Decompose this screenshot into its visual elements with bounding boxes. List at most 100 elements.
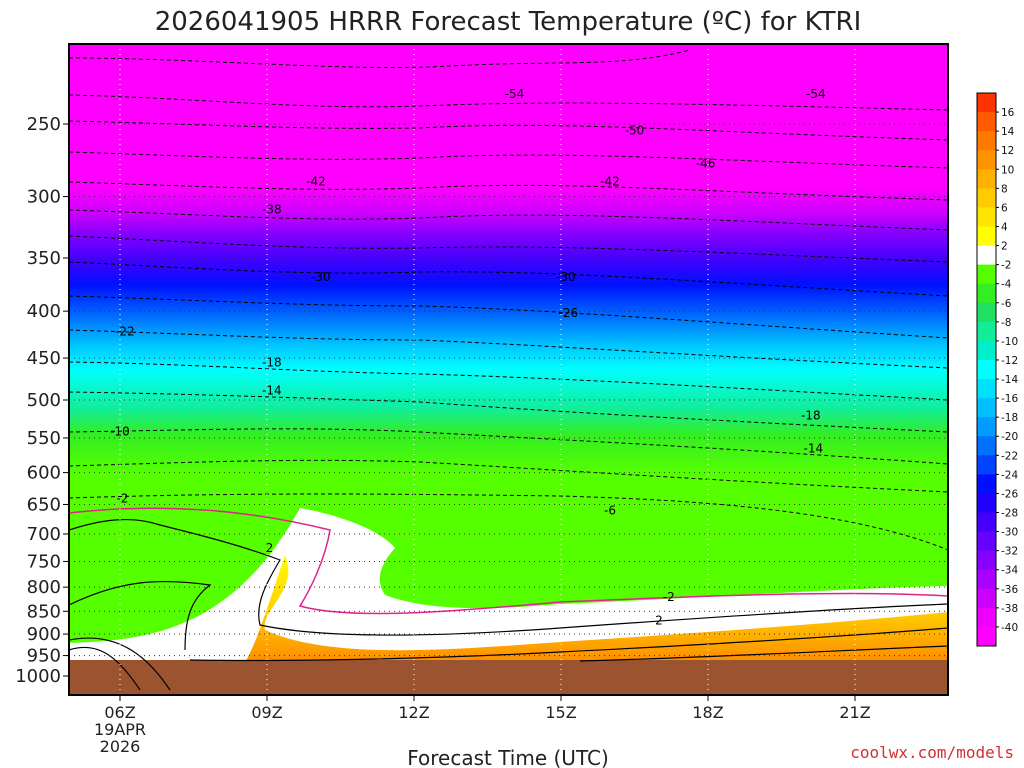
y-tick-label: 650 [27,494,61,515]
colorbar-label: -6 [1001,298,1012,310]
contour-label: 2 [655,614,663,628]
contour-label: -10 [110,424,130,438]
colorbar-label: -8 [1001,317,1011,329]
colorbar-swatch [977,493,996,514]
contour-label: -26 [559,306,579,320]
y-tick-label: 550 [27,428,61,449]
x-tick-label: 15Z [545,703,576,722]
temperature-field [69,44,948,695]
warm-isotherms [69,518,948,691]
contour-label: -46 [696,156,716,170]
colorbar-label: 16 [1001,107,1015,119]
x-tick-label: 18Z [692,703,723,722]
contour-label: -22 [115,325,135,339]
y-tick-label: 950 [27,646,61,667]
contour-label: -2 [663,590,675,604]
colorbar-label: -4 [1001,279,1012,291]
freezing-line [69,507,948,615]
y-tick-label: 700 [27,524,61,545]
colorbar-label: -38 [1001,603,1018,615]
y-axis: 2503003504004505005506006507007508008509… [15,114,69,687]
colorbar-swatch [977,169,996,189]
colorbar-swatch [977,359,996,380]
colorbar-label: -22 [1001,450,1018,462]
colorbar-swatch [977,283,996,304]
y-tick-label: 250 [27,114,61,135]
colorbar-label: -10 [1001,336,1018,348]
contour-label: -30 [311,270,331,284]
x-axis-label: Forecast Time (UTC) [407,746,609,768]
chart-title: 2026041905 HRRR Forecast Temperature (ºC… [155,7,862,37]
isotherm-contours [69,49,948,551]
y-tick-label: 450 [27,348,61,369]
plot-frame [68,43,949,696]
colorbar-label: -16 [1001,393,1018,405]
colorbar-swatch [977,188,996,208]
colorbar-swatch [977,302,996,323]
colorbar-label: 8 [1001,183,1008,195]
colorbar: 16 14 12 10 8 6 4 2 -2 -4 -6 -8 -10 -12 -14 -16 -18 -20 -2… [976,92,1018,647]
y-tick-label: 1000 [15,666,61,687]
colorbar-frame [976,92,997,647]
colorbar-swatch [977,455,996,475]
contour-label: -2 [116,491,128,505]
y-tick-label: 750 [27,551,61,572]
colorbar-label: -36 [1001,584,1018,596]
colorbar-swatch [977,550,996,571]
colorbar-label: -26 [1001,488,1018,500]
contour-label: 2 [266,541,274,555]
colorbar-label: 4 [1001,221,1008,233]
colorbar-swatch [977,588,996,609]
colorbar-label: 12 [1001,145,1014,157]
colorbar-swatch [977,131,996,151]
colorbar-label: -32 [1001,546,1018,558]
x-tick-label: 12Z [398,703,429,722]
colorbar-swatch [977,474,996,494]
contour-label: -42 [600,175,620,189]
colorbar-label: 14 [1001,126,1015,138]
contour-label: -54 [505,87,525,101]
credit-text: coolwx.com/models [850,743,1014,762]
colorbar-label: -40 [1001,622,1018,634]
colorbar-swatch [977,321,996,342]
colorbar-swatch [977,245,996,266]
colorbar-label: 2 [1001,241,1008,253]
x-tick-date-label: 19APR [94,720,146,739]
colorbar-swatch [977,626,996,647]
colorbar-swatch [977,512,996,533]
colorbar-swatch [977,417,996,437]
contour-label: -54 [806,87,826,101]
time-gridlines [119,44,856,695]
contour-label: -30 [556,270,576,284]
colorbar-swatch [977,436,996,456]
colorbar-swatch [977,226,996,247]
x-tick-label: 06Z [104,703,135,722]
colorbar-swatch [977,264,996,285]
colorbar-label: -18 [1001,412,1018,424]
plot-area: -54 -54-50-46-42 -42-38-30 -30-26-22-18-18-… [69,44,948,695]
contour-label: -6 [604,504,616,518]
colorbar-label: 10 [1001,164,1014,176]
colorbar-label: 6 [1001,202,1008,214]
colorbar-swatch [977,112,996,132]
y-tick-label: 900 [27,624,61,645]
contour-label: -14 [262,383,282,397]
y-tick-label: 500 [27,390,61,411]
colorbar-swatch [977,398,996,418]
contour-labels: -54 -54-50-46-42 -42-38-30 -30-26-22-18-18-… [110,87,825,627]
contour-label: -38 [262,203,282,217]
y-tick-label: 850 [27,601,61,622]
y-tick-label: 800 [27,577,61,598]
colorbar-swatch [977,340,996,361]
colorbar-label: -28 [1001,508,1018,520]
colorbar-label: -20 [1001,431,1018,443]
colorbar-label: -24 [1001,469,1018,481]
colorbar-label: -12 [1001,355,1018,367]
contour-label: -18 [262,355,282,369]
x-tick-label: 09Z [251,703,282,722]
colorbar-label: -14 [1001,374,1018,386]
y-tick-label: 400 [27,301,61,322]
colorbar-swatch [977,569,996,590]
